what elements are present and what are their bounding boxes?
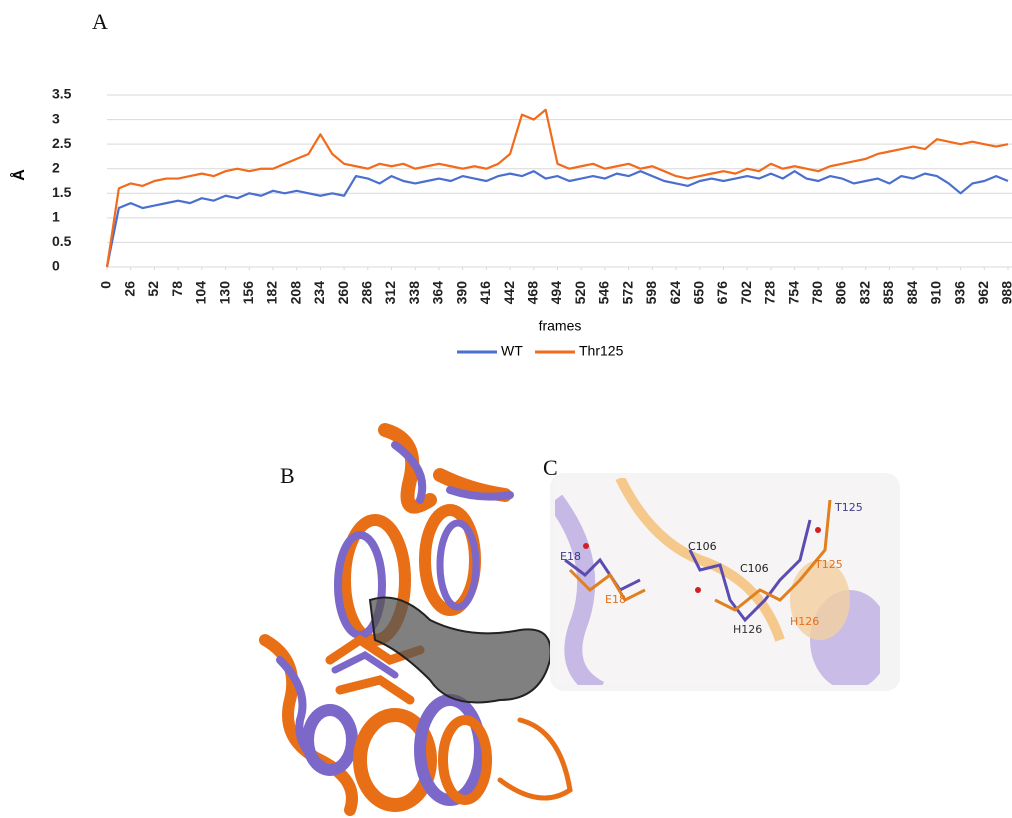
y-axis-label: Å <box>9 169 28 181</box>
x-tick-label: 26 <box>121 281 137 297</box>
x-tick-label: 390 <box>453 281 469 305</box>
x-tick-label: 234 <box>311 281 327 305</box>
x-tick-label: 988 <box>999 281 1012 305</box>
residue-label: T125 <box>814 558 843 571</box>
legend-label: WT <box>501 343 523 359</box>
x-tick-label: 572 <box>619 281 635 305</box>
x-tick-label: 728 <box>762 281 778 305</box>
x-tick-label: 52 <box>145 281 161 297</box>
panel-label: A <box>92 9 108 34</box>
x-tick-label: 156 <box>240 281 256 305</box>
residue-label: H126 <box>790 615 819 628</box>
y-tick-label: 3.5 <box>52 86 72 102</box>
x-tick-label: 832 <box>856 281 872 305</box>
x-tick-label: 130 <box>216 281 232 305</box>
x-tick-label: 936 <box>951 281 967 305</box>
panel-label: B <box>280 463 295 488</box>
y-tick-label: 2.5 <box>52 135 72 151</box>
x-tick-label: 364 <box>430 281 446 305</box>
x-tick-label: 104 <box>193 281 209 305</box>
residue-label: C106 <box>688 540 717 553</box>
x-tick-label: 910 <box>928 281 944 305</box>
x-tick-label: 520 <box>572 281 588 305</box>
x-tick-label: 78 <box>169 281 185 297</box>
x-tick-label: 806 <box>833 281 849 305</box>
x-tick-label: 650 <box>690 281 706 305</box>
y-tick-label: 0 <box>52 258 60 274</box>
x-tick-label: 858 <box>880 281 896 305</box>
x-tick-label: 494 <box>548 281 564 305</box>
y-tick-label: 3 <box>52 110 60 126</box>
residue-label: H126 <box>733 623 762 636</box>
x-tick-label: 884 <box>904 281 920 305</box>
residue-label: C106 <box>740 562 769 575</box>
x-tick-label: 962 <box>975 281 991 305</box>
x-tick-label: 624 <box>667 281 683 305</box>
x-tick-label: 780 <box>809 281 825 305</box>
series-line <box>107 110 1008 267</box>
x-tick-label: 286 <box>359 281 375 305</box>
series-line <box>107 171 1008 267</box>
x-tick-label: 442 <box>501 281 517 305</box>
y-tick-label: 0.5 <box>52 233 72 249</box>
x-tick-label: 676 <box>714 281 730 305</box>
x-tick-label: 416 <box>477 281 493 305</box>
x-tick-label: 598 <box>643 281 659 305</box>
figure: A B C Å frames E18 E18 C106 C10 <box>0 0 1012 818</box>
residue-label: E18 <box>605 593 626 606</box>
x-tick-label: 468 <box>524 281 540 305</box>
protein-structure <box>265 430 570 810</box>
residue-label: T125 <box>834 501 863 514</box>
x-tick-label: 260 <box>335 281 351 305</box>
residue-label: E18 <box>560 550 581 563</box>
y-tick-label: 1 <box>52 209 60 225</box>
x-tick-label: 312 <box>382 281 398 305</box>
y-tick-label: 2 <box>52 159 60 175</box>
x-axis-label: frames <box>539 318 582 334</box>
x-tick-label: 0 <box>98 281 114 289</box>
x-tick-label: 338 <box>406 281 422 305</box>
x-tick-label: 182 <box>264 281 280 305</box>
x-tick-label: 702 <box>738 281 754 305</box>
x-tick-label: 208 <box>287 281 303 305</box>
y-tick-label: 1.5 <box>52 184 72 200</box>
x-tick-label: 754 <box>785 281 801 305</box>
x-tick-label: 546 <box>596 281 612 305</box>
legend-label: Thr125 <box>579 343 624 359</box>
page: A B C Å frames E18 E18 C106 C10 <box>0 0 1012 818</box>
